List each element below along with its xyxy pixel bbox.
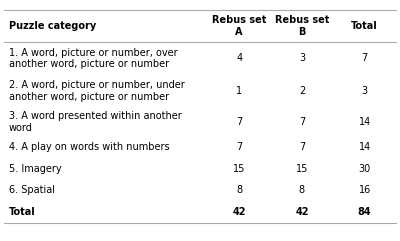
Text: Rebus set
B: Rebus set B (275, 15, 329, 37)
Text: 42: 42 (295, 207, 309, 217)
Text: 4. A play on words with numbers: 4. A play on words with numbers (9, 142, 170, 152)
Text: 2: 2 (299, 86, 305, 96)
Text: 16: 16 (358, 185, 371, 195)
Text: 7: 7 (299, 142, 305, 152)
Text: 3: 3 (299, 54, 305, 63)
Text: Puzzle category: Puzzle category (9, 21, 96, 31)
Text: 84: 84 (358, 207, 372, 217)
Text: 14: 14 (358, 117, 371, 127)
Text: 7: 7 (362, 54, 368, 63)
Text: 5. Imagery: 5. Imagery (9, 164, 62, 174)
Text: 15: 15 (233, 164, 245, 174)
Text: 2. A word, picture or number, under
another word, picture or number: 2. A word, picture or number, under anot… (9, 80, 184, 102)
Text: 1. A word, picture or number, over
another word, picture or number: 1. A word, picture or number, over anoth… (9, 48, 178, 69)
Text: 6. Spatial: 6. Spatial (9, 185, 55, 195)
Text: 3: 3 (362, 86, 368, 96)
Text: 1: 1 (236, 86, 242, 96)
Text: Rebus set
A: Rebus set A (212, 15, 266, 37)
Text: 4: 4 (236, 54, 242, 63)
Text: 15: 15 (296, 164, 308, 174)
Text: 7: 7 (299, 117, 305, 127)
Text: 14: 14 (358, 142, 371, 152)
Text: 8: 8 (299, 185, 305, 195)
Text: 7: 7 (236, 117, 242, 127)
Text: 3. A word presented within another
word: 3. A word presented within another word (9, 111, 182, 133)
Text: 7: 7 (236, 142, 242, 152)
Text: 30: 30 (358, 164, 371, 174)
Text: 42: 42 (232, 207, 246, 217)
Text: Total: Total (9, 207, 36, 217)
Text: Total: Total (351, 21, 378, 31)
Text: 8: 8 (236, 185, 242, 195)
